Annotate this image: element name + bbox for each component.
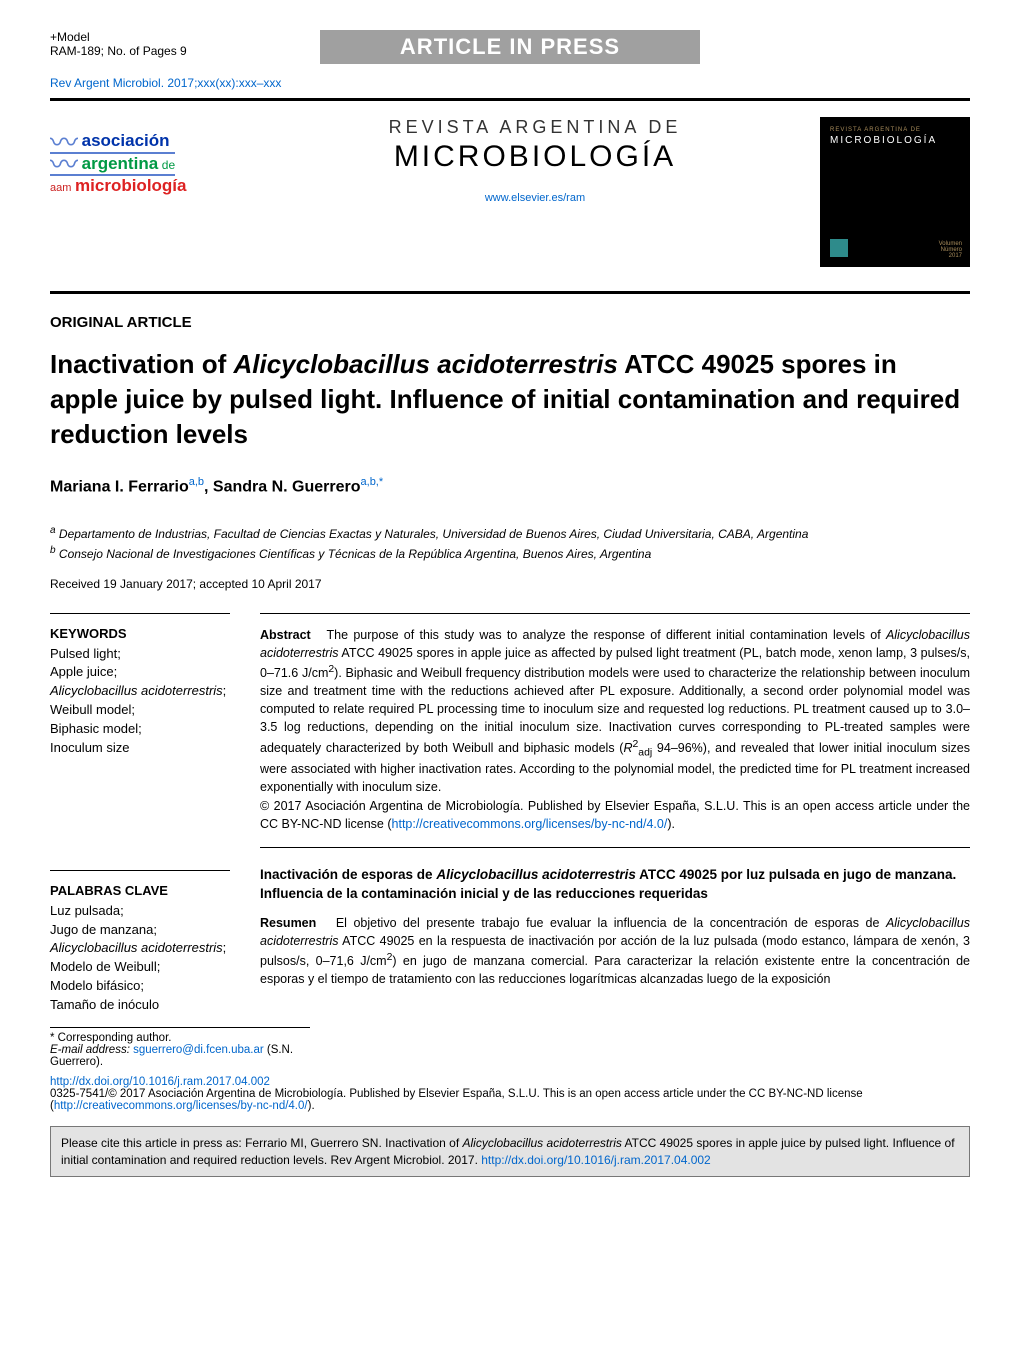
abstract-column: Abstract The purpose of this study was t…	[260, 609, 970, 860]
journal-line2: MICROBIOLOGÍA	[270, 140, 800, 174]
resumen-text: Resumen El objetivo del presente trabajo…	[260, 914, 970, 989]
keywords-heading: KEYWORDS	[50, 626, 230, 641]
cover-square-icon	[830, 239, 848, 257]
corresponding-author-block: * Corresponding author. E-mail address: …	[50, 1027, 310, 1068]
email-label: E-mail address:	[50, 1044, 133, 1056]
doi-license-link[interactable]: http://creativecommons.org/licenses/by-n…	[54, 1100, 308, 1112]
author-2: Sandra N. Guerrero	[213, 479, 361, 496]
model-label: +Model	[50, 30, 90, 44]
keywords-abstract-row: KEYWORDS Pulsed light;Apple juice;Alicyc…	[50, 609, 970, 860]
top-bar: +Model RAM-189; No. of Pages 9 ARTICLE I…	[50, 30, 970, 58]
divider-header-bottom	[50, 291, 970, 294]
palabras-column: PALABRAS CLAVE Luz pulsada;Jugo de manza…	[50, 866, 230, 1015]
palabras-resumen-row: PALABRAS CLAVE Luz pulsada;Jugo de manza…	[50, 866, 970, 1015]
article-title: Inactivation of Alicyclobacillus acidote…	[50, 347, 970, 452]
resumen-label: Resumen	[260, 916, 316, 930]
corr-star: * Corresponding author.	[50, 1032, 310, 1044]
keywords-column: KEYWORDS Pulsed light;Apple juice;Alicyc…	[50, 609, 230, 860]
journal-line1: REVISTA ARGENTINA DE	[270, 117, 800, 138]
palabras-heading: PALABRAS CLAVE	[50, 883, 230, 898]
citation-line: Rev Argent Microbiol. 2017;xxx(xx):xxx–x…	[50, 76, 970, 90]
cover-line1: REVISTA ARGENTINA DE	[830, 127, 960, 133]
section-heading: ORIGINAL ARTICLE	[50, 314, 970, 331]
logo-microbiologia: microbiología	[75, 176, 186, 195]
email-link[interactable]: sguerrero@di.fcen.uba.ar	[133, 1044, 264, 1056]
abstract-close: ).	[667, 817, 675, 831]
author-2-affil: a,b,*	[361, 476, 384, 488]
author-1-affil: a,b	[189, 476, 204, 488]
license-link[interactable]: http://creativecommons.org/licenses/by-n…	[392, 817, 668, 831]
resumen-column: Inactivación de esporas de Alicyclobacil…	[260, 866, 970, 1015]
logo-aam: aam	[50, 182, 71, 194]
divider-top	[50, 98, 970, 101]
logo-asociacion: asociación	[82, 131, 170, 150]
ref-label: RAM-189; No. of Pages 9	[50, 44, 187, 58]
journal-title-block: REVISTA ARGENTINA DE MICROBIOLOGÍA www.e…	[270, 117, 800, 204]
logo-de: de	[162, 158, 175, 172]
association-logo: 〰 asociación 〰 argentina de aam microbio…	[50, 117, 250, 196]
author-sep: ,	[204, 479, 213, 496]
cover-line2: MICROBIOLOGÍA	[830, 135, 960, 146]
keywords-list: Pulsed light;Apple juice;Alicyclobacillu…	[50, 645, 230, 758]
spanish-title: Inactivación de esporas de Alicyclobacil…	[260, 866, 970, 904]
authors-line: Mariana I. Ferrarioa,b, Sandra N. Guerre…	[50, 476, 970, 496]
logo-argentina: argentina	[82, 154, 159, 173]
cite-species: Alicyclobacillus acidoterrestris	[462, 1136, 621, 1150]
palabras-list: Luz pulsada;Jugo de manzana;Alicyclobaci…	[50, 902, 230, 1015]
journal-cover-thumbnail: REVISTA ARGENTINA DE MICROBIOLOGÍA Volum…	[820, 117, 970, 267]
doi-block: http://dx.doi.org/10.1016/j.ram.2017.04.…	[50, 1076, 970, 1112]
abstract-text: Abstract The purpose of this study was t…	[260, 626, 970, 833]
author-1: Mariana I. Ferrario	[50, 479, 189, 496]
doi-close: ).	[308, 1100, 315, 1112]
journal-header: 〰 asociación 〰 argentina de aam microbio…	[50, 107, 970, 285]
abstract-label: Abstract	[260, 628, 311, 642]
press-banner: ARTICLE IN PRESS	[320, 30, 700, 64]
citation-box: Please cite this article in press as: Fe…	[50, 1126, 970, 1178]
received-line: Received 19 January 2017; accepted 10 Ap…	[50, 577, 970, 591]
cite-doi-link[interactable]: http://dx.doi.org/10.1016/j.ram.2017.04.…	[481, 1153, 711, 1167]
cite-pre: Please cite this article in press as: Fe…	[61, 1136, 462, 1150]
affiliation-b: b Consejo Nacional de Investigaciones Ci…	[50, 545, 970, 561]
doi-link[interactable]: http://dx.doi.org/10.1016/j.ram.2017.04.…	[50, 1076, 270, 1088]
swirl-icon-2: 〰	[50, 156, 78, 174]
affiliation-a: a Departamento de Industrias, Facultad d…	[50, 525, 970, 541]
cover-small-text: VolumenNúmero2017	[939, 241, 962, 259]
journal-url-link[interactable]: www.elsevier.es/ram	[485, 192, 585, 204]
